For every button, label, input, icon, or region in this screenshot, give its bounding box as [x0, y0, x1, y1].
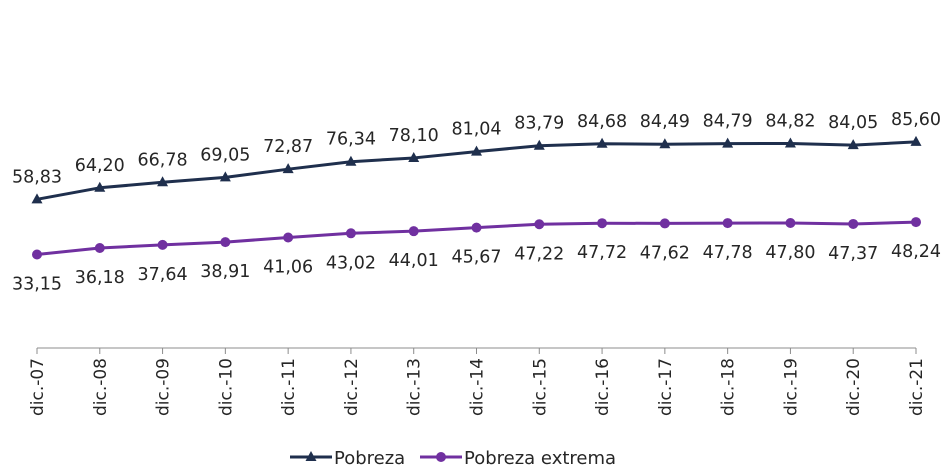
data-point-circle — [785, 218, 796, 229]
data-label: 47,72 — [577, 243, 627, 263]
data-point-triangle — [282, 163, 294, 174]
data-label: 78,10 — [389, 126, 439, 146]
data-point-triangle — [471, 145, 482, 156]
data-labels: 58,83 64,20 66,78 69,05 72,87 76,34 78,10 81,04… — [12, 110, 941, 295]
data-point-circle — [220, 237, 231, 248]
data-label: 41,06 — [263, 258, 313, 278]
data-point-circle — [283, 232, 294, 243]
x-tick-label: dic.-11 — [279, 358, 299, 416]
data-label: 47,80 — [765, 243, 815, 263]
x-tick-label: dic.-18 — [719, 358, 739, 416]
data-label: 43,02 — [326, 253, 376, 273]
legend-marker-circle — [436, 452, 446, 462]
data-label: 58,83 — [12, 167, 62, 187]
x-tick-label: dic.-15 — [530, 358, 550, 416]
x-tick-label: dic.-20 — [844, 358, 864, 416]
x-tick-label: dic.-13 — [405, 358, 425, 416]
data-point-triangle — [408, 151, 420, 162]
x-tick-label: dic.-10 — [216, 358, 236, 416]
x-tick-label: dic.-21 — [907, 358, 927, 416]
x-tick-label: dic.-08 — [91, 358, 111, 416]
data-label: 66,78 — [138, 150, 188, 170]
data-label: 48,24 — [891, 242, 941, 262]
data-point-circle — [408, 226, 419, 237]
data-label: 47,62 — [640, 243, 690, 263]
data-label: 83,79 — [514, 114, 564, 134]
data-label: 38,91 — [200, 262, 250, 282]
legend-label: Pobreza — [334, 448, 405, 465]
x-tick-label: dic.-17 — [656, 358, 676, 416]
data-point-triangle — [219, 171, 231, 182]
x-tick-label: dic.-14 — [468, 358, 488, 416]
x-axis: dic.-07 dic.-08 dic.-09 dic.-10 dic.-11 dic.-… — [28, 347, 927, 416]
data-label: 84,82 — [765, 112, 815, 132]
data-point-circle — [345, 228, 356, 239]
x-tick-label: dic.-07 — [28, 358, 48, 416]
data-point-circle — [911, 217, 921, 228]
data-point-triangle — [659, 138, 671, 149]
data-label: 47,22 — [514, 244, 564, 264]
data-point-circle — [157, 239, 168, 250]
data-point-circle — [848, 218, 859, 229]
data-point-triangle — [533, 139, 545, 150]
data-point-circle — [94, 242, 105, 253]
data-point-circle — [722, 218, 733, 229]
legend-item-2: Pobreza extrema — [420, 448, 616, 465]
data-point-triangle — [910, 135, 922, 146]
data-point-triangle — [847, 139, 859, 150]
x-tick-label: dic.-19 — [781, 358, 801, 416]
data-point-triangle — [722, 137, 734, 148]
data-label: 36,18 — [75, 268, 125, 288]
data-point-triangle — [94, 181, 106, 192]
data-label: 45,67 — [451, 248, 501, 268]
data-label: 84,79 — [703, 112, 753, 132]
data-point-triangle — [31, 193, 43, 204]
data-point-triangle — [345, 155, 357, 166]
data-label: 85,60 — [891, 110, 941, 130]
legend: Pobreza Pobreza extrema — [290, 448, 616, 465]
data-label: 76,34 — [326, 130, 376, 150]
legend-marker-triangle — [305, 451, 317, 461]
data-label: 84,49 — [640, 112, 690, 132]
data-label: 84,05 — [828, 113, 878, 133]
data-label: 81,04 — [451, 120, 501, 140]
data-point-triangle — [784, 137, 796, 148]
data-label: 84,68 — [577, 112, 627, 132]
data-point-circle — [471, 222, 482, 233]
x-tick-label: dic.-12 — [342, 358, 362, 416]
data-label: 72,87 — [263, 137, 313, 157]
data-point-triangle — [596, 137, 608, 148]
data-label: 33,15 — [12, 274, 62, 294]
data-point-triangle — [157, 176, 169, 187]
x-tick-label: dic.-16 — [593, 358, 613, 416]
series-layer — [31, 135, 922, 260]
data-label: 44,01 — [389, 251, 439, 271]
data-point-circle — [32, 249, 42, 260]
data-point-circle — [597, 218, 608, 229]
data-label: 47,37 — [828, 244, 878, 264]
legend-item-1: Pobreza — [290, 448, 405, 465]
data-label: 37,64 — [138, 265, 188, 285]
x-tick-label: dic.-09 — [154, 358, 174, 416]
data-label: 47,78 — [703, 243, 753, 263]
data-label: 64,20 — [75, 156, 125, 176]
data-point-circle — [534, 219, 545, 230]
legend-label: Pobreza extrema — [464, 448, 616, 465]
data-point-circle — [659, 218, 670, 229]
data-label: 69,05 — [200, 145, 250, 165]
